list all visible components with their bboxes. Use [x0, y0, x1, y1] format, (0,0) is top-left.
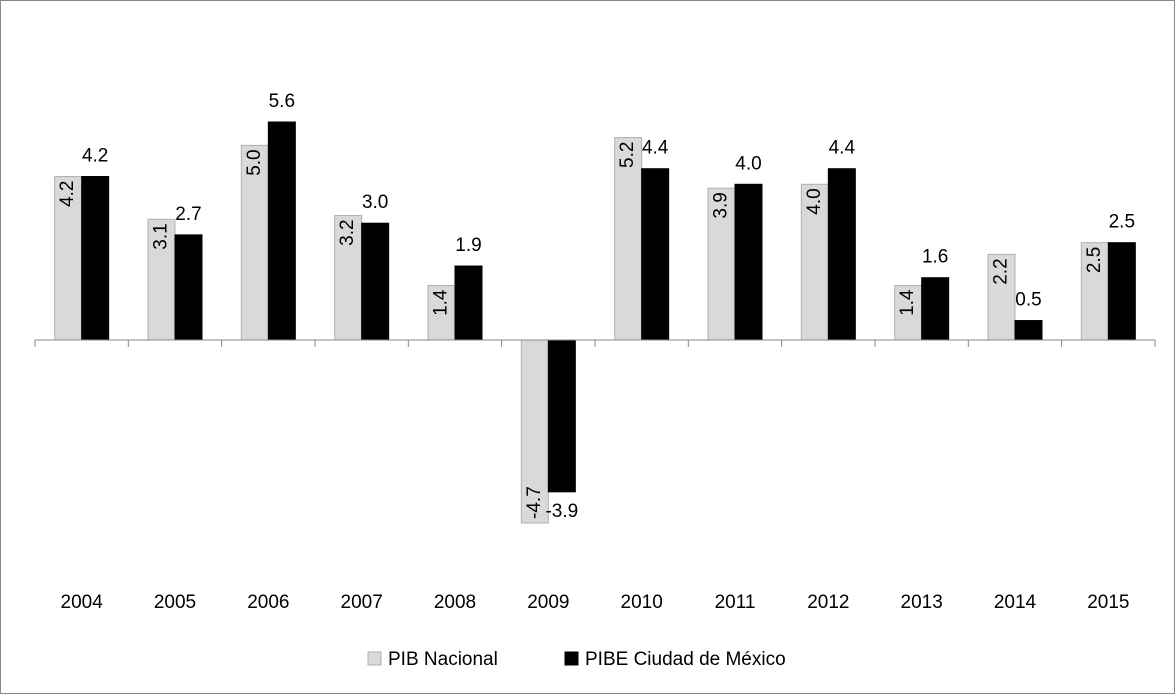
data-label: 4.4 — [829, 138, 856, 159]
data-label: 3.2 — [337, 219, 358, 245]
bar — [361, 222, 390, 341]
x-tick-label: 2006 — [247, 592, 289, 613]
bar — [1080, 242, 1109, 341]
bar — [827, 168, 856, 341]
x-tick-label: 2012 — [807, 592, 849, 613]
legend-label: PIB Nacional — [388, 649, 498, 670]
data-label: 4.2 — [82, 146, 108, 167]
bar — [520, 339, 549, 524]
data-label: 0.5 — [1015, 290, 1041, 311]
bar — [174, 234, 203, 341]
bar — [987, 253, 1016, 341]
x-tick-label: 2007 — [341, 592, 383, 613]
data-label: 2.7 — [175, 204, 201, 225]
bar — [240, 144, 269, 341]
data-label: 1.4 — [897, 289, 918, 316]
bar — [147, 218, 176, 341]
data-label: 3.9 — [711, 192, 732, 218]
bar — [81, 176, 110, 341]
data-label: 4.2 — [57, 181, 78, 207]
bar — [454, 265, 483, 341]
x-tick-label: 2015 — [1087, 592, 1129, 613]
legend-swatch — [367, 651, 382, 666]
data-label: 4.0 — [735, 153, 761, 174]
x-tick-label: 2004 — [61, 592, 104, 613]
x-tick-label: 2010 — [621, 592, 663, 613]
bar — [547, 339, 576, 493]
x-tick-label: 2014 — [994, 592, 1037, 613]
data-label: 2.5 — [1109, 212, 1135, 233]
x-tick-label: 2011 — [715, 592, 756, 613]
bar — [734, 183, 763, 341]
data-label: 4.0 — [804, 188, 825, 214]
bar — [707, 187, 736, 341]
bar — [921, 277, 950, 341]
data-label: 3.0 — [362, 192, 388, 213]
x-tick-label: 2005 — [154, 592, 196, 613]
data-label: 1.9 — [455, 235, 481, 256]
bar — [1107, 242, 1136, 341]
data-label: 5.2 — [617, 142, 638, 168]
data-label: 5.6 — [269, 91, 295, 112]
data-label: 3.1 — [151, 223, 172, 249]
data-label: 1.6 — [922, 247, 948, 268]
bar — [894, 285, 923, 341]
data-label: 2.2 — [991, 258, 1012, 284]
data-label: 1.4 — [431, 289, 452, 316]
data-label: -3.9 — [545, 501, 578, 522]
bar — [641, 168, 670, 341]
bar — [267, 121, 296, 341]
x-tick-label: 2013 — [901, 592, 943, 613]
data-label: 4.4 — [642, 138, 669, 159]
legend-label: PIBE Ciudad de México — [585, 649, 786, 670]
bar — [1014, 320, 1043, 341]
data-label: 5.0 — [244, 149, 265, 175]
data-label: 2.5 — [1084, 247, 1105, 273]
bar — [54, 176, 83, 341]
x-tick-label: 2009 — [527, 592, 569, 613]
legend-swatch — [564, 651, 579, 666]
x-tick-label: 2008 — [434, 592, 476, 613]
data-label: -4.7 — [524, 486, 545, 519]
